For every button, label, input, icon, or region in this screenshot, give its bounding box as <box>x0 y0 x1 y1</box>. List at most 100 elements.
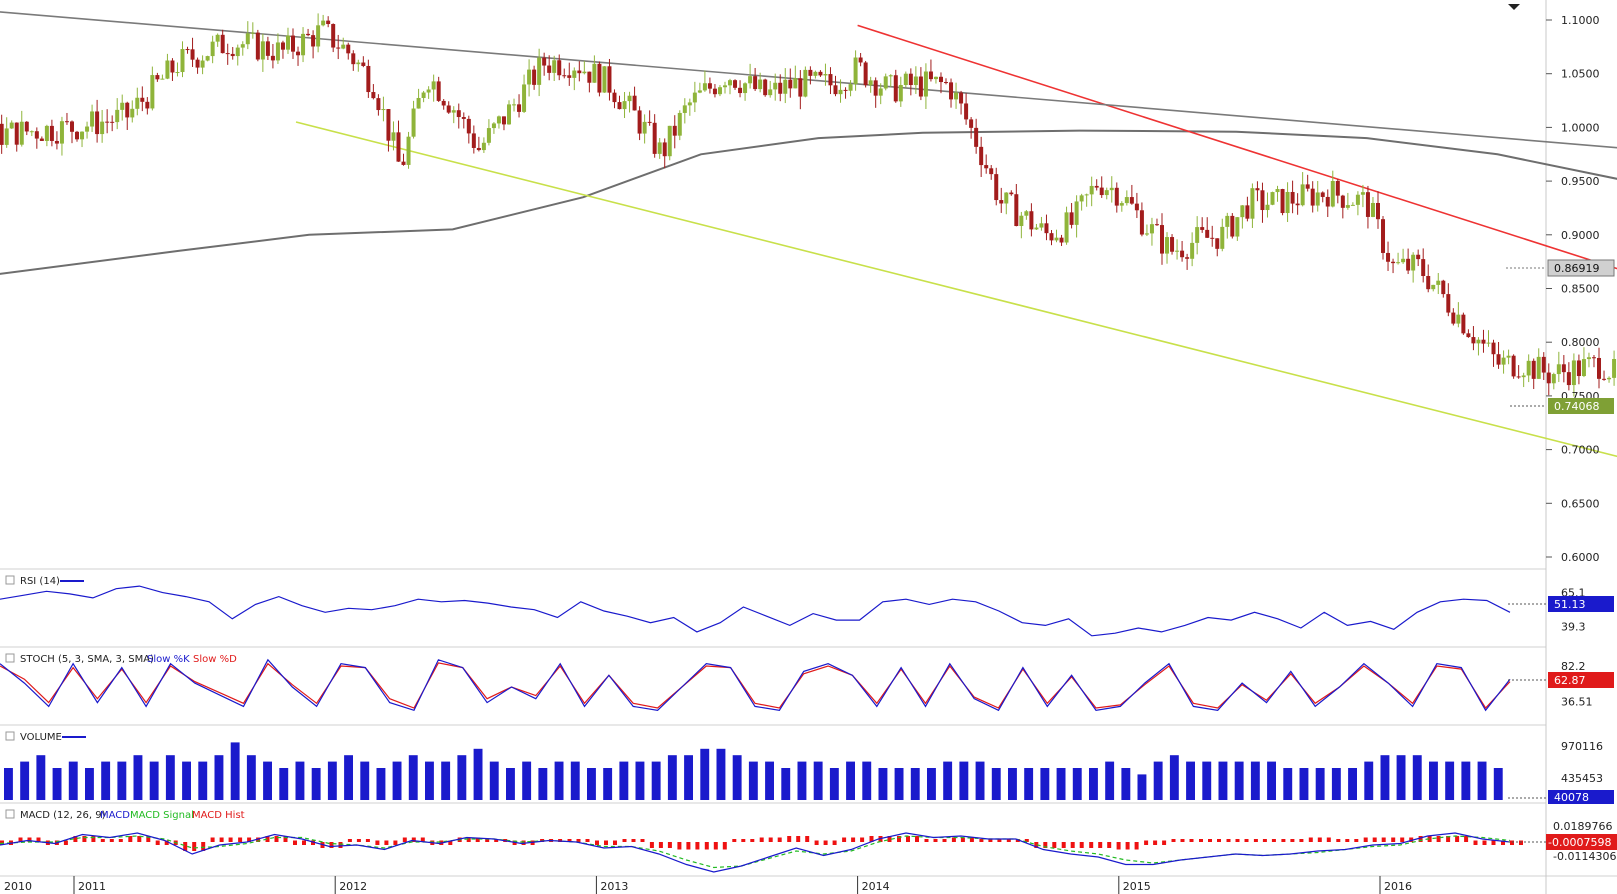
year-label: 2015 <box>1123 880 1151 893</box>
macd-hist-bar <box>1510 840 1514 845</box>
candle-body <box>331 24 336 48</box>
panel-box-icon[interactable] <box>5 809 15 819</box>
candle-body <box>748 76 753 84</box>
rsi-tick-label: 39.3 <box>1561 620 1586 633</box>
candle-body <box>376 98 381 111</box>
volume-bar <box>813 761 823 800</box>
candle-body <box>1074 201 1079 225</box>
volume-legend[interactable]: VOLUME <box>5 731 86 743</box>
candle-body <box>813 71 818 76</box>
macd-hist-bar <box>1482 840 1487 845</box>
candle-body <box>311 35 316 47</box>
candle-body <box>808 69 813 76</box>
candle-body <box>858 57 863 63</box>
triangle-down-icon[interactable] <box>1508 4 1520 10</box>
candle-body <box>637 110 642 134</box>
candle-body <box>280 42 285 50</box>
candle-body <box>110 121 115 123</box>
candle-body <box>833 85 838 95</box>
candle-body <box>1426 275 1431 290</box>
candle-body <box>501 116 506 125</box>
macd-hist-bar <box>1381 837 1386 842</box>
macd-legend[interactable]: MACD (12, 26, 9) MACD MACD Signal MACD H… <box>5 809 245 821</box>
panel-box-icon[interactable] <box>5 731 15 741</box>
macd-hist-bar <box>1308 837 1313 842</box>
volume-bar <box>1137 774 1147 800</box>
candle-body <box>1300 184 1305 206</box>
macd-hist-bar <box>1427 836 1432 842</box>
macd-hist-bar <box>1199 839 1203 842</box>
rsi-legend[interactable]: RSI (14) <box>5 575 84 587</box>
support-trend-line <box>295 121 1617 458</box>
macd-hist-bar <box>1189 839 1194 842</box>
macd-hist-bar <box>906 836 910 842</box>
candle-body <box>1230 215 1235 237</box>
candle-body <box>768 89 773 96</box>
candle-body <box>491 123 496 129</box>
volume-bar <box>667 755 677 800</box>
volume-bar <box>1153 761 1163 800</box>
candle-body <box>1375 202 1380 220</box>
macd-signal-line <box>0 835 1511 869</box>
volume-bar <box>246 755 256 800</box>
year-label: 2011 <box>78 880 106 893</box>
candle-body <box>1481 339 1486 344</box>
volume-bar <box>52 768 62 800</box>
candle-body <box>471 133 476 148</box>
panel-box-icon[interactable] <box>5 653 15 663</box>
macd-hist-bar <box>256 837 261 842</box>
candle-body <box>1330 180 1335 207</box>
volume-tick-label: 435453 <box>1561 772 1603 785</box>
macd-hist-bar <box>109 839 114 842</box>
year-label: 2010 <box>4 880 32 893</box>
macd-hist-bar <box>0 840 4 845</box>
candle-body <box>1099 187 1104 196</box>
candle-body <box>190 49 195 60</box>
candle-body <box>1315 192 1320 206</box>
macd-hist-bar <box>1061 842 1066 848</box>
candle-body <box>1531 360 1536 379</box>
volume-bar <box>570 761 580 800</box>
candle-body <box>1461 314 1466 334</box>
candle-body <box>421 92 426 98</box>
candle-body <box>436 81 441 101</box>
candle-body <box>1014 194 1019 227</box>
volume-bar <box>149 761 159 800</box>
volume-bar <box>1493 768 1503 800</box>
stoch-legend[interactable]: STOCH (5, 3, SMA, 3, SMA) Slow %K Slow %… <box>5 653 237 665</box>
macd-hist-bar <box>329 842 334 848</box>
candle-body <box>863 62 868 86</box>
macd-hist-bar <box>247 837 252 842</box>
panel-box-icon[interactable] <box>5 575 15 585</box>
candle-body <box>451 110 456 113</box>
candle-body <box>722 85 727 88</box>
candle-body <box>321 20 326 26</box>
volume-bar <box>20 761 30 800</box>
price-panel <box>0 11 1617 458</box>
candle-body <box>260 41 265 60</box>
macd-hist-bar <box>219 837 224 842</box>
candle-body <box>989 168 994 175</box>
macd-hist-bar <box>1070 842 1075 848</box>
candle-body <box>1506 355 1511 358</box>
candle-body <box>1586 357 1591 360</box>
volume-bar <box>230 742 240 800</box>
candle-body <box>496 116 501 124</box>
volume-bar <box>1348 768 1357 800</box>
volume-bar <box>133 755 143 800</box>
candle-body <box>225 53 230 55</box>
macd-hist-bar <box>183 842 188 851</box>
candle-body <box>687 102 692 106</box>
macd-hist-bar <box>988 839 993 842</box>
volume-bar <box>1040 768 1050 800</box>
candle-body <box>150 75 155 109</box>
candle-body <box>667 125 672 157</box>
candle-body <box>466 118 471 134</box>
macd-hist-bar <box>1345 839 1350 842</box>
macd-hist-bar <box>677 842 682 850</box>
candle-body <box>180 49 185 73</box>
volume-bar <box>457 755 467 800</box>
macd-hist-bar <box>622 839 627 842</box>
candle-body <box>592 63 597 83</box>
